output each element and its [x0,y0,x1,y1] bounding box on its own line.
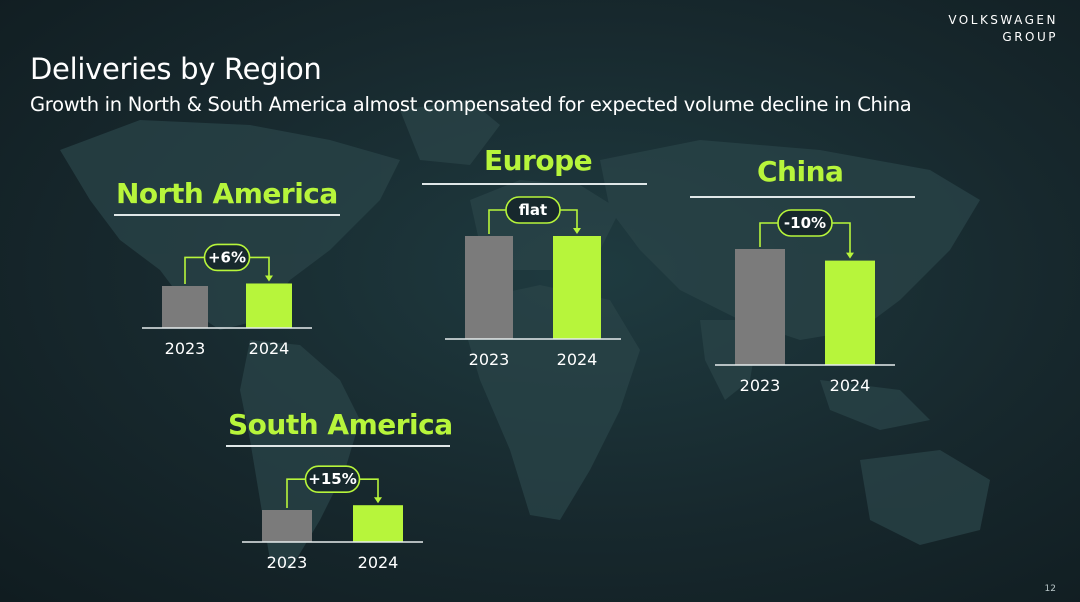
chart-china: 2023 2024 -10% [715,209,895,395]
region-title-north-america: North America [116,177,338,210]
bar-2024 [825,260,875,365]
arrow-head-icon [573,228,581,234]
arrow-head-icon [265,275,273,282]
brand-logo-text: VOLKSWAGEN GROUP [948,12,1058,46]
chart-south-america: 2023 2024 +15% [242,465,423,572]
change-badge [203,243,251,272]
bar-2024 [353,505,403,542]
tick-label-2023: 2023 [469,350,510,369]
tick-label-2023: 2023 [165,339,206,358]
change-label: +6% [208,248,246,266]
brand-line-2: GROUP [1002,30,1058,44]
arrow-head-icon [374,497,382,504]
page-title: Deliveries by Region [30,52,322,86]
tick-label-2024: 2024 [557,350,598,369]
page-number: 12 [1044,584,1056,594]
tick-label-2024: 2024 [830,376,871,395]
region-title-south-america: South America [228,408,453,441]
region-title-china: China [757,155,844,188]
bar-2023 [465,236,513,339]
region-underline [422,183,647,185]
region-underline [226,445,450,447]
page-subtitle: Growth in North & South America almost c… [30,93,912,116]
bar-2023 [162,286,208,328]
brand-line-1: VOLKSWAGEN [948,13,1058,27]
change-badge [777,209,833,237]
change-label: flat [519,201,547,219]
change-badge [505,196,561,224]
bar-2023 [735,249,785,365]
bar-2024 [553,236,601,339]
region-title-europe: Europe [484,144,593,177]
tick-label-2023: 2023 [740,376,781,395]
chart-north-america: 2023 2024 +6% [142,243,312,358]
change-label: -10% [784,214,826,232]
bar-2024 [246,283,292,328]
region-underline [114,214,340,216]
region-underline [690,196,915,198]
tick-label-2023: 2023 [267,553,308,572]
change-label: +15% [308,470,356,488]
tick-label-2024: 2024 [249,339,290,358]
arrow-head-icon [846,252,854,259]
change-badge [304,465,361,493]
bar-2023 [262,510,312,542]
tick-label-2024: 2024 [358,553,399,572]
chart-europe: 2023 2024 flat [445,196,621,369]
